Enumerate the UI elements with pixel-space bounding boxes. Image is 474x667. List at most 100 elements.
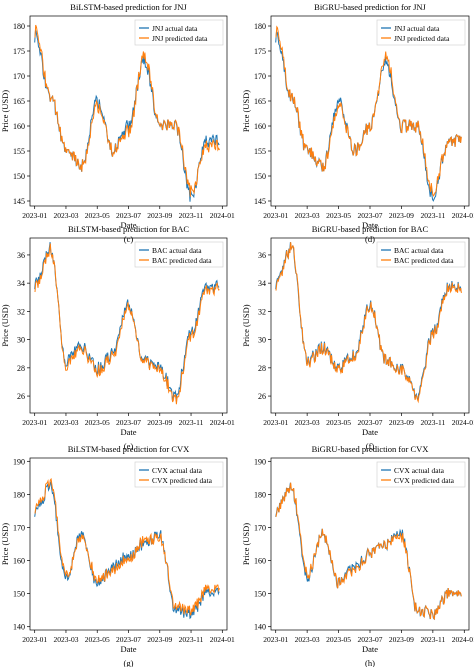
x-axis-label: Date [120, 427, 136, 437]
x-tick-label: 2023-01 [263, 635, 288, 644]
panel-caption: (g) [124, 658, 134, 667]
legend-box [134, 19, 224, 46]
y-axis-label: Price (USD) [0, 304, 10, 346]
y-tick-label: 150 [13, 172, 25, 181]
y-tick-label: 180 [254, 490, 266, 499]
series-line-actual [275, 30, 462, 202]
y-tick-label: 145 [254, 197, 266, 206]
chart-title: BiLSTM-based prediction for BAC [68, 224, 189, 234]
y-axis-label: Price (USD) [241, 304, 251, 346]
y-tick-label: 190 [13, 457, 25, 466]
x-tick-label: 2023-11 [420, 211, 445, 220]
x-tick-label: 2023-07 [358, 635, 383, 644]
x-tick-label: 2023-05 [85, 635, 110, 644]
chart-panel-e: BiLSTM-based prediction for BAC 26 28 30 32 3… [0, 224, 235, 451]
legend-label-actual: BAC actual data [394, 246, 444, 255]
legend-label-actual: CVX actual data [152, 466, 203, 475]
chart-title: BiLSTM-based prediction for CVX [68, 444, 190, 454]
x-tick-label: 2023-05 [326, 211, 351, 220]
x-tick-label: 2023-09 [147, 211, 172, 220]
x-axis-label: Date [362, 644, 378, 654]
x-tick-label: 2023-09 [389, 635, 414, 644]
legend-label-actual: BAC actual data [152, 246, 202, 255]
y-tick-label: 150 [254, 172, 266, 181]
x-tick-label: 2024-01 [210, 635, 235, 644]
panel-caption: (f) [366, 441, 375, 451]
legend-box [134, 461, 224, 488]
x-tick-label: 2023-03 [53, 418, 78, 427]
y-tick-label: 34 [17, 279, 25, 288]
y-tick-label: 34 [258, 279, 266, 288]
y-tick-label: 160 [254, 122, 266, 131]
x-tick-label: 2024-01 [452, 211, 474, 220]
y-axis-label: Price (USD) [0, 90, 10, 132]
x-tick-label: 2023-07 [116, 635, 141, 644]
series-line-predicted [34, 477, 220, 617]
y-tick-label: 32 [17, 307, 25, 316]
y-tick-label: 26 [17, 392, 25, 401]
x-tick-label: 2023-03 [295, 418, 320, 427]
x-tick-label: 2023-01 [22, 635, 47, 644]
y-tick-label: 170 [13, 523, 25, 532]
x-axis-label: Date [362, 220, 378, 230]
x-tick-label: 2023-09 [147, 635, 172, 644]
y-tick-label: 140 [254, 623, 266, 632]
x-tick-label: 2023-11 [420, 418, 445, 427]
y-tick-label: 30 [258, 336, 266, 345]
x-tick-label: 2023-05 [326, 635, 351, 644]
y-tick-label: 28 [17, 364, 25, 373]
x-tick-label: 2023-09 [389, 211, 414, 220]
x-tick-label: 2023-01 [22, 211, 47, 220]
y-tick-label: 180 [254, 22, 266, 31]
legend-label-predicted: CVX predicted data [152, 476, 213, 485]
x-tick-label: 2023-11 [179, 418, 204, 427]
y-tick-label: 145 [13, 197, 25, 206]
y-tick-label: 165 [254, 97, 266, 106]
legend-label-actual: JNJ actual data [152, 24, 198, 33]
x-tick-label: 2023-03 [53, 211, 78, 220]
series-line-predicted [275, 242, 462, 404]
panel-caption: (d) [365, 234, 375, 244]
x-tick-label: 2023-11 [420, 635, 445, 644]
panel-caption: (e) [124, 441, 134, 451]
y-tick-label: 170 [13, 72, 25, 81]
y-tick-label: 32 [258, 307, 266, 316]
y-tick-label: 30 [17, 336, 25, 345]
x-tick-label: 2023-09 [147, 418, 172, 427]
chart-panel-h: BiGRU-based prediction for CVX 140 150 160 1… [241, 444, 474, 667]
legend-label-predicted: CVX predicted data [394, 476, 455, 485]
legend-label-predicted: BAC predicted data [152, 256, 212, 265]
legend-label-actual: CVX actual data [394, 466, 445, 475]
x-tick-label: 2023-11 [179, 635, 204, 644]
panel-caption: (h) [365, 658, 375, 667]
legend-label-predicted: JNJ predicted data [394, 34, 450, 43]
y-axis-label: Price (USD) [241, 90, 251, 132]
x-tick-label: 2023-05 [326, 418, 351, 427]
y-tick-label: 170 [254, 72, 266, 81]
y-tick-label: 165 [13, 97, 25, 106]
legend-label-predicted: BAC predicted data [394, 256, 454, 265]
y-tick-label: 190 [254, 457, 266, 466]
x-tick-label: 2023-05 [85, 211, 110, 220]
x-tick-label: 2023-07 [358, 211, 383, 220]
x-tick-label: 2023-03 [295, 635, 320, 644]
y-tick-label: 26 [258, 392, 266, 401]
y-tick-label: 150 [13, 590, 25, 599]
chart-title: BiLSTM-based prediction for JNJ [70, 2, 187, 12]
y-tick-label: 155 [13, 147, 25, 156]
x-tick-label: 2023-05 [85, 418, 110, 427]
x-axis-label: Date [120, 220, 136, 230]
x-axis-label: Date [362, 427, 378, 437]
x-tick-label: 2023-03 [53, 635, 78, 644]
y-tick-label: 175 [254, 47, 266, 56]
x-tick-label: 2023-09 [389, 418, 414, 427]
y-tick-label: 180 [13, 22, 25, 31]
series-line-predicted [34, 243, 220, 405]
y-tick-label: 28 [258, 364, 266, 373]
y-tick-label: 160 [13, 122, 25, 131]
series-line-actual [34, 29, 220, 202]
series-line-predicted [275, 25, 462, 197]
x-tick-label: 2023-07 [116, 418, 141, 427]
x-axis-label: Date [120, 644, 136, 654]
x-tick-label: 2023-07 [116, 211, 141, 220]
